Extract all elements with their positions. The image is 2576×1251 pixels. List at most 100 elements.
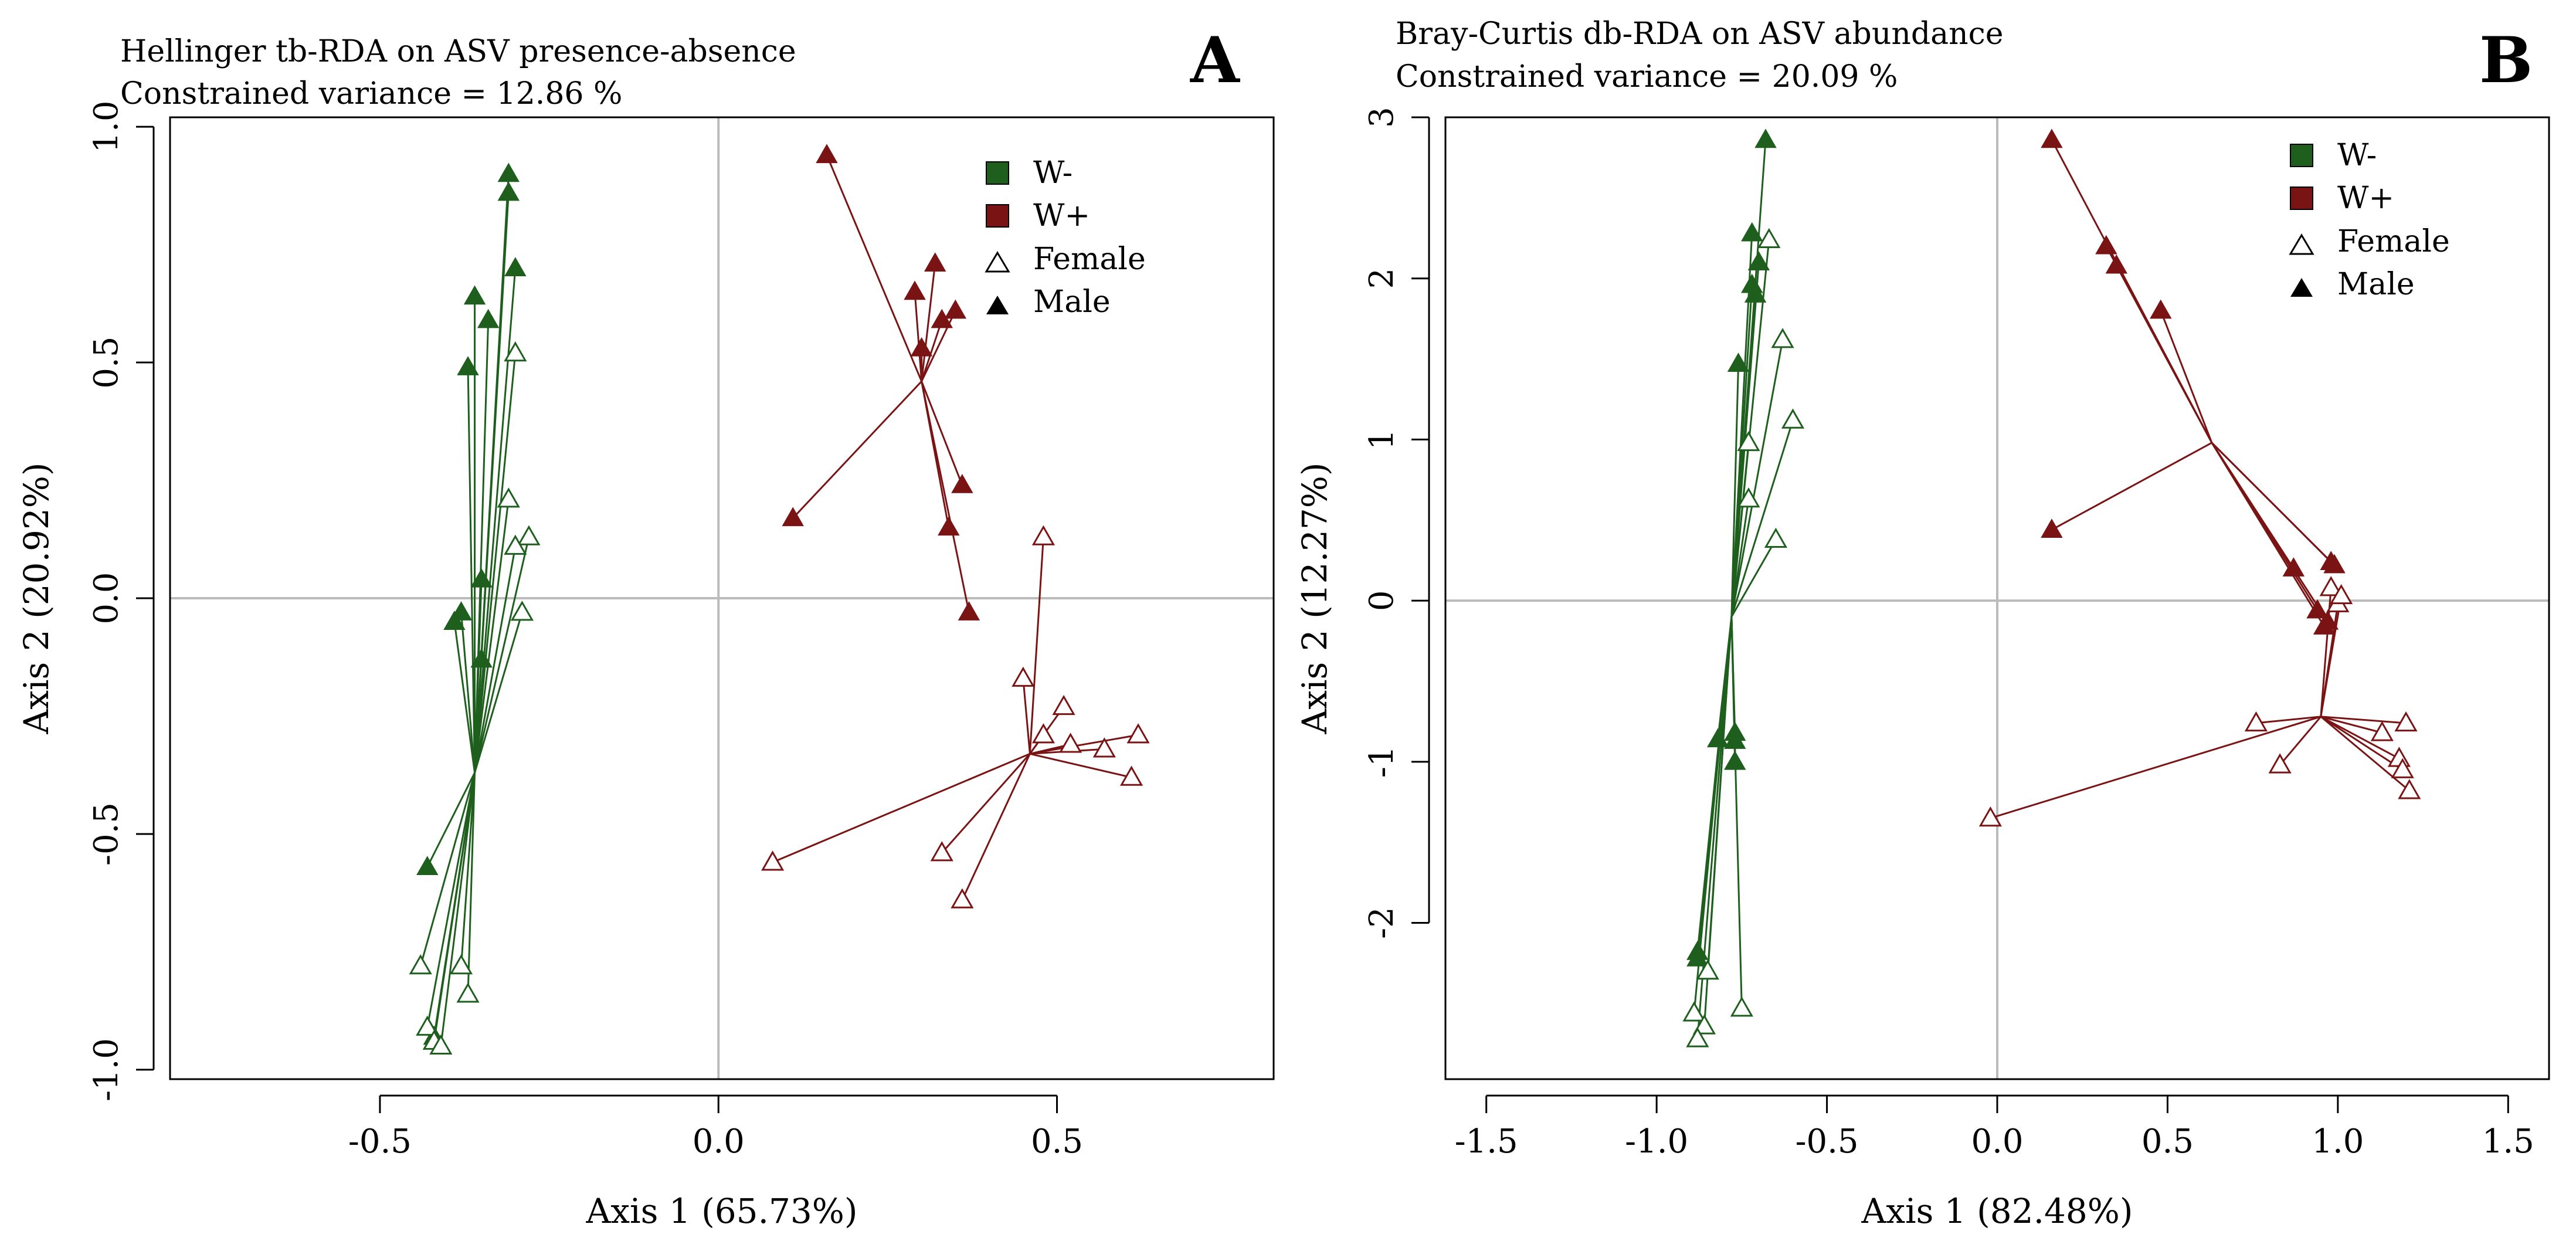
- panel-b-point-female: [1692, 1014, 1716, 1035]
- panel-b-point-male: [1727, 352, 1750, 372]
- panel-b-x-tick-label: 0.0: [1971, 1123, 2023, 1161]
- panel-a-spider-segment: [1029, 537, 1044, 754]
- panel-b-point-male: [1686, 947, 1709, 967]
- panel-b-spider-segment: [1730, 538, 1777, 618]
- panel-a-legend-swatch-w-plus: [986, 204, 1009, 228]
- panel-a-spider-segment: [467, 772, 476, 995]
- panel-a-spider-segment: [1030, 734, 1139, 755]
- panel-b-spider-segment: [1703, 616, 1733, 1026]
- panel-b-legend-label-female: Female: [2337, 224, 2450, 259]
- panel-a-subtitle: Constrained variance = 12.86 %: [120, 76, 622, 111]
- panel-a-spider-segment: [460, 612, 476, 773]
- panel-a-spider-segment: [921, 381, 970, 613]
- panel-a-x-axis-label: Axis 1 (65.73%): [585, 1191, 857, 1231]
- panel-b-point-male: [1741, 222, 1763, 242]
- panel-b-legend: W- W+ Female Male: [2289, 138, 2450, 302]
- panel-a-letter: A: [1190, 23, 1241, 97]
- panel-b-point-female: [2370, 721, 2394, 741]
- panel-a-point-female: [504, 534, 527, 555]
- panel-b-frame: [1444, 116, 2550, 1080]
- panel-a-legend-label-male: Male: [1033, 284, 1111, 320]
- panel-a-points: [409, 144, 1150, 1055]
- panel-b-point-female: [1978, 806, 2002, 827]
- panel-a-point-female: [456, 982, 480, 1003]
- panel-b-spider-segment: [2279, 716, 2322, 766]
- panel-a-point-male: [416, 856, 439, 875]
- panel-b-spider-segment: [2211, 442, 2336, 566]
- panel-a-spider-segment: [921, 263, 936, 382]
- panel-b-spider-segment: [2320, 716, 2407, 724]
- panel-b-point-male: [2150, 299, 2172, 319]
- panel-b-spider-segments: [1693, 139, 2410, 1039]
- panel-b-plot-area: [1444, 116, 2550, 1080]
- panel-b-point-male: [2306, 599, 2329, 619]
- panel-b-point-male: [1747, 251, 1770, 270]
- panel-b-point-male: [2095, 235, 2117, 255]
- panel-b-point-female: [1696, 959, 1719, 980]
- panel-b-points: [1682, 128, 2421, 1047]
- panel-b-point-female: [1730, 996, 1753, 1017]
- panel-a: Hellinger tb-RDA on ASV presence-absence…: [16, 23, 1275, 1231]
- panel-b-legend-label-w-plus: W+: [2337, 181, 2394, 216]
- panel-b-spider-segment: [1730, 364, 1740, 617]
- panel-a-point-male: [457, 356, 479, 375]
- panel-a-spider-segment: [921, 320, 943, 382]
- panel-a-legend-label-female: Female: [1033, 242, 1146, 277]
- panel-b-y-tick-label: 2: [1363, 268, 1401, 289]
- panel-a-spider-segment: [419, 772, 476, 967]
- panel-b-spider-segment: [1730, 339, 1784, 617]
- panel-a-point-female: [930, 841, 953, 862]
- panel-b-legend-marker-male: [2290, 278, 2313, 297]
- panel-b-point-male: [2313, 615, 2336, 635]
- panel-b-legend-swatch-w-plus: [2290, 187, 2313, 210]
- panel-b-x-axis: -1.5 -1.0 -0.5 0.0 0.5 1.0 1.5: [1455, 1094, 2534, 1161]
- panel-a-y-tick-label: 0.5: [87, 337, 125, 389]
- panel-a-point-male: [477, 308, 500, 328]
- panel-b-point-female: [2394, 711, 2418, 732]
- panel-a-point-female: [1119, 765, 1143, 786]
- panel-a-y-tick-label: -0.5: [87, 802, 125, 866]
- panel-a-point-female: [449, 954, 473, 975]
- panel-b-title: Bray-Curtis db-RDA on ASV abundance: [1396, 16, 2004, 52]
- panel-b-y-tick-label: 1: [1363, 429, 1401, 450]
- panel-b-spider-segment: [2320, 716, 2410, 792]
- panel-a-legend-label-w-plus: W+: [1033, 198, 1090, 233]
- panel-b-spider-segment: [2320, 716, 2400, 760]
- panel-a-point-female: [1012, 666, 1035, 687]
- panel-b-spider-segment: [2160, 310, 2213, 443]
- panel-a-legend-swatch-w-minus: [986, 161, 1009, 185]
- panel-a-legend-marker-male: [986, 296, 1009, 314]
- panel-b-spider-segment: [1730, 294, 1757, 617]
- panel-a-spider-segment: [961, 753, 1031, 901]
- panel-a-y-tick-label: -1.0: [87, 1038, 125, 1101]
- panel-a-spider-segment: [1022, 678, 1031, 754]
- panel-a-spider-segment: [792, 381, 922, 519]
- panel-a-spider-segment: [772, 752, 1030, 863]
- panel-a-point-female: [1031, 723, 1055, 744]
- panel-a-point-male: [944, 299, 967, 319]
- panel-a-legend: W- W+ Female Male: [985, 155, 1146, 320]
- panel-a-spider-segment: [826, 154, 922, 382]
- panel-a-spider-segment: [474, 546, 517, 773]
- panel-b: Bray-Curtis db-RDA on ASV abundance Cons…: [1295, 16, 2550, 1231]
- panel-b-x-tick-label: -1.5: [1455, 1123, 1518, 1161]
- panel-a-spider-segment: [474, 612, 523, 773]
- panel-b-spider-segment: [2320, 716, 2382, 734]
- panel-b-point-female: [2398, 779, 2421, 799]
- panel-b-spider-segment: [2256, 716, 2321, 724]
- panel-a-frame: [169, 116, 1275, 1080]
- panel-a-point-male: [904, 280, 926, 300]
- panel-a-spider-segment: [460, 772, 476, 967]
- panel-a-y-tick-label: 0.0: [87, 572, 125, 624]
- panel-a-legend-marker-female: [985, 251, 1010, 273]
- panel-a-spider-segment: [1030, 752, 1132, 778]
- panel-b-point-female: [2391, 758, 2414, 778]
- panel-b-x-tick-label: 1.5: [2482, 1123, 2534, 1161]
- panel-b-x-tick-label: 1.0: [2312, 1123, 2364, 1161]
- panel-b-legend-marker-female: [2289, 233, 2314, 255]
- panel-b-point-male: [2282, 557, 2305, 577]
- panel-a-spider-segments: [419, 154, 1139, 1046]
- panel-b-spider-segment: [1730, 420, 1794, 618]
- panel-a-point-female: [1059, 733, 1082, 753]
